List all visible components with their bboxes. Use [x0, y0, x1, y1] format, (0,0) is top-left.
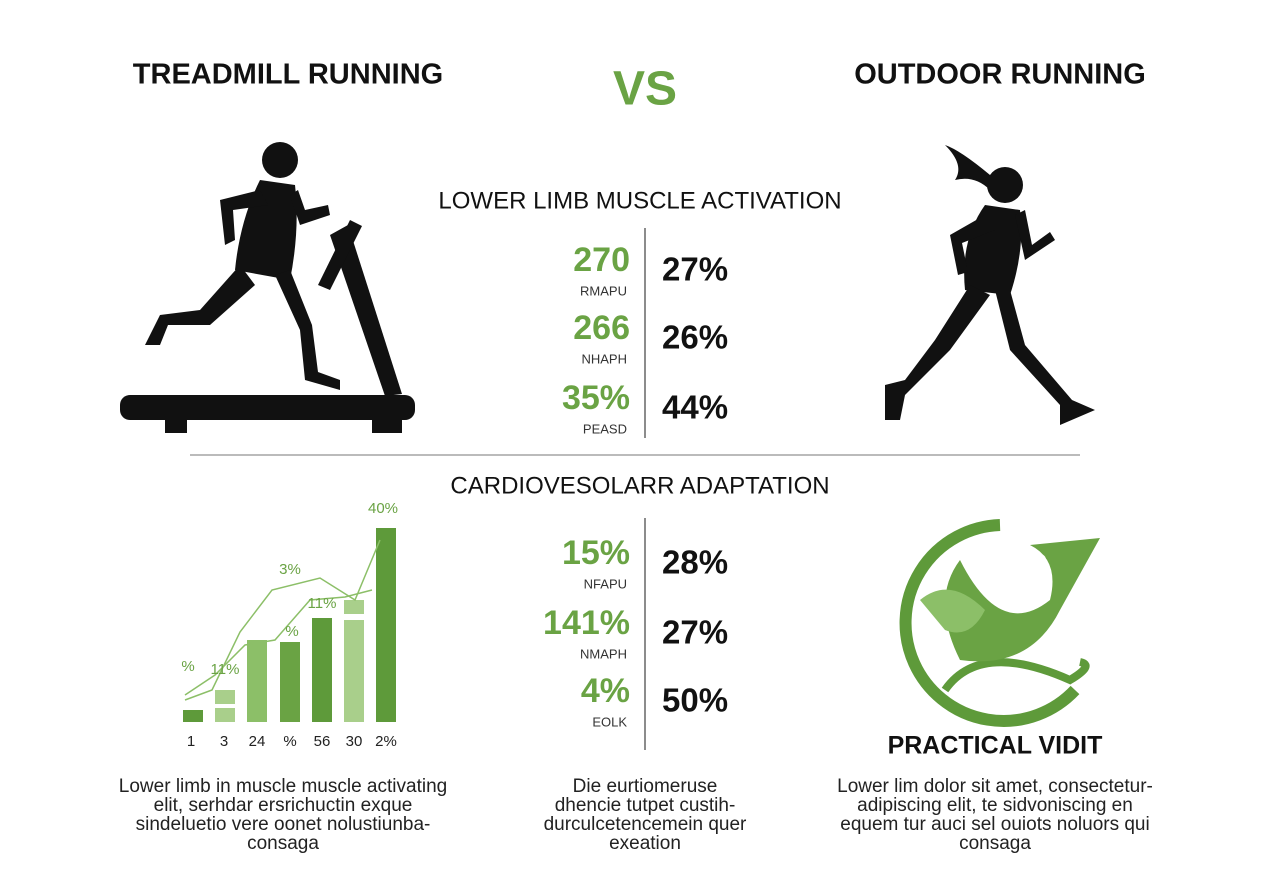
stat-label: PEASD — [583, 421, 627, 436]
section-title: CARDIOVESOLARR ADAPTATION — [450, 472, 829, 499]
stat-value: 270 — [573, 241, 630, 279]
stat-label: EOLK — [592, 714, 627, 729]
x-label: 3 — [220, 733, 228, 750]
stat-value: 35% — [562, 379, 630, 417]
x-label: % — [283, 733, 296, 750]
stat-value: 141% — [543, 604, 630, 642]
practical-icon — [899, 519, 1100, 727]
bar-label: % — [285, 623, 298, 640]
stat-compare: 44% — [662, 389, 728, 426]
paragraph-line: consaga — [247, 833, 319, 854]
stat-value: 266 — [573, 309, 630, 347]
paragraph-line: equem tur auci sel ouiots noluors qui — [840, 814, 1149, 835]
x-label: 30 — [346, 733, 363, 750]
x-label: 24 — [249, 733, 266, 750]
runner-icon — [885, 145, 1095, 425]
paragraph-line: durculcetencemein quer — [544, 814, 747, 835]
paragraph-line: Lower limb in muscle muscle activating — [119, 776, 447, 797]
section-title: LOWER LIMB MUSCLE ACTIVATION — [438, 187, 841, 214]
stat-value: 15% — [562, 534, 630, 572]
bar-label: 11% — [211, 661, 240, 678]
right-title: OUTDOOR RUNNING — [854, 59, 1146, 91]
paragraph-line: elit, serhdar ersrichuctin exque — [154, 795, 413, 816]
x-label: 56 — [314, 733, 331, 750]
left-title: TREADMILL RUNNING — [133, 59, 443, 91]
x-label: 2% — [375, 733, 397, 750]
practical-title: PRACTICAL VIDIT — [888, 732, 1103, 760]
treadmill-icon — [120, 142, 415, 433]
stat-compare: 27% — [662, 251, 728, 288]
bar-label: 3% — [279, 561, 301, 578]
stat-label: NMAPH — [580, 646, 627, 661]
stat-compare: 27% — [662, 614, 728, 651]
paragraph-line: exeation — [609, 833, 681, 854]
bar-label: 40% — [368, 500, 398, 517]
stat-label: NFAPU — [584, 576, 627, 591]
paragraph-line: dhencie tutpet custih- — [555, 795, 736, 816]
stat-label: RMAPU — [580, 283, 627, 298]
stat-value: 4% — [581, 672, 630, 710]
bar-label: % — [181, 658, 194, 675]
paragraph-line: sindeluetio vere oonet nolustiunba- — [136, 814, 431, 835]
paragraph-line: Die eurtiomeruse — [573, 776, 718, 797]
vs-label: VS — [613, 63, 677, 116]
stat-compare: 28% — [662, 544, 728, 581]
stat-compare: 26% — [662, 319, 728, 356]
paragraph-line: Lower lim dolor sit amet, consectetur- — [837, 776, 1153, 797]
paragraph-line: consaga — [959, 833, 1031, 854]
paragraph-line: adipiscing elit, te sidvoniscing en — [857, 795, 1133, 816]
stat-label: NHAPH — [581, 351, 627, 366]
mini-chart — [183, 528, 396, 722]
stat-compare: 50% — [662, 682, 728, 719]
x-label: 1 — [187, 733, 195, 750]
bar-label: 11% — [308, 595, 337, 612]
